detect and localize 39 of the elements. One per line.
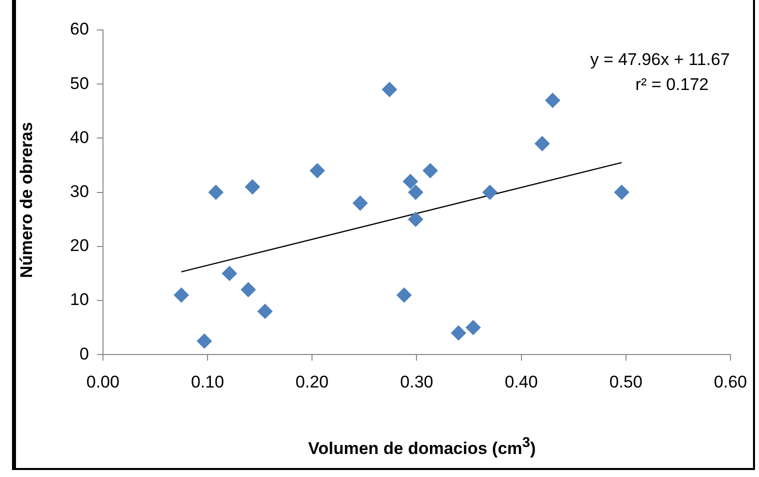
y-tick-label: 60: [70, 20, 89, 39]
point: [482, 184, 498, 200]
y-axis-title: Número de obreras: [17, 122, 37, 278]
point: [382, 82, 397, 98]
point: [466, 320, 481, 336]
annotation: r² = 0.172: [635, 75, 709, 94]
x-tick-label: 0.60: [714, 372, 748, 392]
y-tick-label: 10: [70, 290, 89, 310]
x-tick-label: 0.10: [190, 372, 224, 392]
x-tick-label: 0.30: [400, 372, 434, 392]
point: [174, 288, 189, 303]
point: [258, 304, 273, 319]
annotation: y = 47.96x + 11.67: [590, 50, 730, 69]
x-tick-label: 0.40: [504, 372, 538, 392]
point: [196, 334, 212, 349]
point: [352, 196, 368, 211]
point: [545, 92, 560, 108]
point: [310, 163, 325, 178]
x-tick-label: 0.50: [609, 372, 642, 392]
y-tick-label: 50: [70, 74, 89, 93]
point: [614, 184, 630, 200]
point: [244, 179, 260, 194]
point: [422, 163, 438, 178]
point: [408, 212, 424, 227]
point: [208, 184, 224, 200]
y-tick-label: 20: [70, 236, 89, 256]
point: [240, 282, 256, 298]
y-tick-label: 0: [79, 344, 89, 364]
point: [222, 266, 237, 281]
point: [396, 288, 412, 303]
point: [534, 136, 550, 152]
point: [402, 174, 418, 189]
x-axis-title: Volumen de domacios (cm$^{3}$): [308, 435, 536, 459]
x-tick-label: 0.00: [86, 372, 120, 392]
y-tick-label: 40: [70, 128, 89, 147]
point: [408, 184, 424, 200]
x-tick-label: 0.20: [296, 372, 329, 392]
point: [451, 325, 466, 340]
y-tick-label: 30: [70, 182, 89, 201]
